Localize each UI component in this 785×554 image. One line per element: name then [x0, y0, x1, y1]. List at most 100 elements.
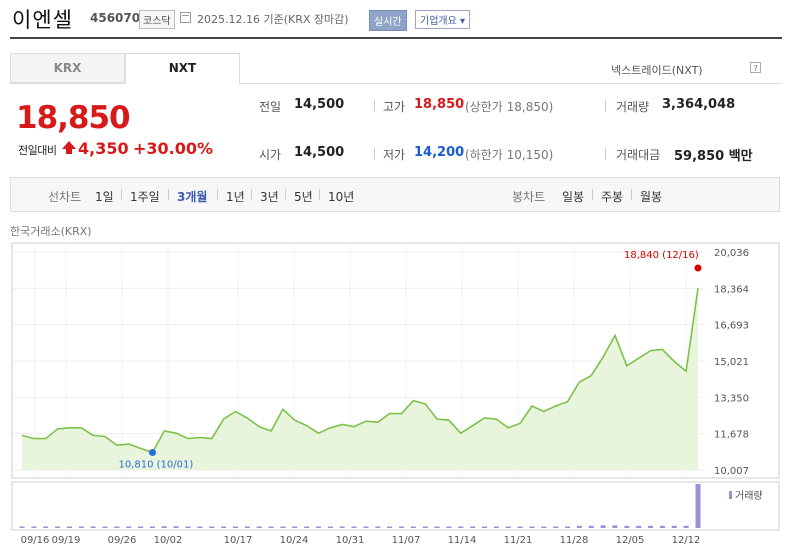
- x-tick-label: 10/17: [224, 535, 253, 546]
- x-tick-label: 11/14: [448, 535, 477, 546]
- tab-krx[interactable]: KRX: [10, 53, 125, 83]
- volume-bar: [648, 525, 654, 528]
- current-price: 18,850: [16, 100, 131, 136]
- volume-bar: [43, 526, 49, 528]
- period-1d[interactable]: 1일: [95, 190, 114, 204]
- volume-bar: [470, 526, 476, 528]
- calendar-icon: [180, 12, 191, 23]
- y-tick-label: 15,021: [714, 357, 749, 368]
- volume-bar: [161, 526, 167, 528]
- x-tick-label: 11/07: [392, 535, 421, 546]
- change-value: 4,350: [78, 139, 129, 158]
- open-value: 14,500: [294, 145, 345, 160]
- company-info-dropdown[interactable]: 기업개요 ▾: [415, 10, 470, 29]
- y-tick-label: 18,364: [714, 284, 749, 295]
- divider: [592, 189, 593, 200]
- volume-bar: [683, 525, 689, 528]
- up-arrow-icon: [62, 141, 76, 154]
- volume-bar: [612, 525, 618, 528]
- header-divider: [10, 37, 782, 39]
- candle-weekly[interactable]: 주봉: [601, 190, 624, 204]
- volume-bar: [339, 526, 345, 528]
- volume-bar: [399, 526, 405, 528]
- volume-bar: [695, 484, 701, 528]
- volume-bar: [114, 526, 120, 528]
- volume-bar: [209, 526, 215, 528]
- volume-bar: [78, 526, 84, 528]
- high-label: 고가: [383, 100, 406, 114]
- period-10y[interactable]: 10년: [328, 190, 355, 204]
- volume-label: 거래량: [616, 100, 650, 114]
- divider: [319, 189, 320, 200]
- upper-limit: (상한가 18,850): [465, 100, 554, 114]
- volume-bar: [565, 526, 571, 528]
- x-tick-label: 11/28: [560, 535, 589, 546]
- price-area: [22, 288, 698, 470]
- period-3m[interactable]: 3개월: [177, 190, 208, 204]
- volume-bar: [458, 526, 464, 528]
- volume-bar: [351, 526, 357, 528]
- volume-bar: [292, 526, 298, 528]
- low-label: 저가: [383, 148, 406, 162]
- prev-close-label: 전일: [259, 100, 282, 114]
- volume-bar: [422, 526, 428, 528]
- volume-value: 3,364,048: [662, 97, 736, 112]
- divider: [168, 189, 169, 200]
- divider: [217, 189, 218, 200]
- amount-label: 거래대금: [616, 148, 661, 162]
- divider: [121, 189, 122, 200]
- price-line: [21, 288, 699, 454]
- volume-bar: [138, 526, 144, 528]
- realtime-button[interactable]: 실시간: [369, 10, 407, 31]
- volume-bar: [363, 526, 369, 528]
- help-icon[interactable]: ?: [750, 62, 761, 73]
- y-tick-label: 11,678: [714, 430, 749, 441]
- lower-limit: (하한가 10,150): [465, 148, 554, 162]
- stock-code: 456070: [90, 11, 141, 25]
- volume-bar: [244, 526, 250, 528]
- period-1y[interactable]: 1년: [226, 190, 245, 204]
- y-tick-label: 20,036: [714, 248, 749, 259]
- open-label: 시가: [259, 148, 282, 162]
- prev-close-value: 14,500: [294, 97, 345, 112]
- volume-bar: [505, 526, 511, 528]
- min-point-marker: [148, 449, 156, 457]
- candle-monthly[interactable]: 월봉: [640, 190, 663, 204]
- volume-panel-frame: [11, 481, 780, 531]
- max-annotation: 18,840 (12/16): [624, 250, 699, 261]
- volume-bar: [541, 526, 547, 528]
- period-3y[interactable]: 3년: [260, 190, 279, 204]
- volume-bar: [304, 526, 310, 528]
- low-value: 14,200: [414, 145, 465, 160]
- volume-bar: [66, 526, 72, 528]
- volume-bar: [102, 526, 108, 528]
- change-rate: +30.00%: [133, 139, 214, 158]
- period-5y[interactable]: 5년: [294, 190, 313, 204]
- exchange-caption: 한국거래소(KRX): [10, 225, 92, 238]
- volume-bar: [375, 526, 381, 528]
- volume-bar: [197, 526, 203, 528]
- volume-bar: [31, 526, 37, 528]
- candle-daily[interactable]: 일봉: [562, 190, 585, 204]
- volume-bar: [600, 525, 606, 528]
- y-tick-label: 10,007: [714, 466, 749, 477]
- volume-bar: [624, 525, 630, 528]
- high-value: 18,850: [414, 97, 465, 112]
- tab-nxt[interactable]: NXT: [125, 53, 240, 84]
- line-chart-label: 선차트: [48, 190, 82, 204]
- period-1w[interactable]: 1주일: [130, 190, 160, 204]
- min-annotation: 10,810 (10/01): [118, 460, 193, 471]
- volume-bar: [90, 526, 96, 528]
- price-panel-frame: [11, 242, 780, 479]
- volume-legend-label: 거래량: [735, 490, 763, 502]
- volume-bar: [671, 525, 677, 528]
- max-point-marker: [694, 264, 702, 272]
- nextrade-link[interactable]: 넥스트레이드(NXT): [611, 64, 703, 77]
- market-badge: 코스닥: [139, 10, 175, 29]
- x-tick-label: 12/05: [616, 535, 645, 546]
- base-date: 2025.12.16 기준(KRX 장마감): [197, 13, 349, 26]
- divider: [605, 148, 606, 160]
- change-label: 전일대비: [18, 144, 57, 157]
- volume-bar: [659, 525, 665, 528]
- divider: [285, 189, 286, 200]
